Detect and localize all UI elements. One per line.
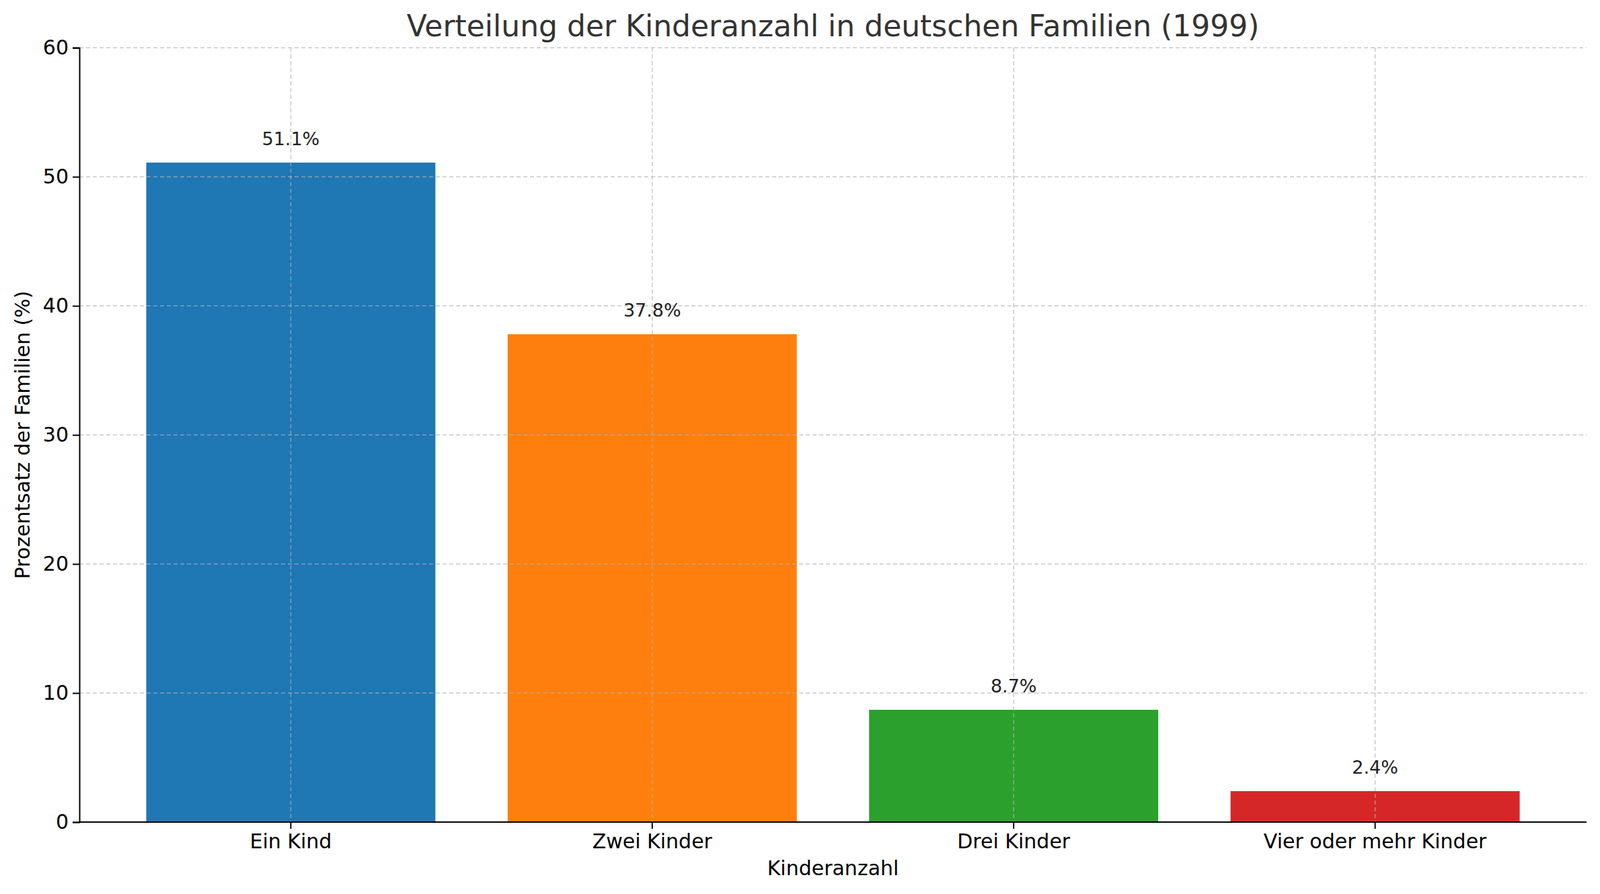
- y-axis-title: Prozentsatz der Familien (%): [10, 290, 35, 580]
- x-tick: Drei Kinder: [957, 822, 1071, 854]
- y-tick-label: 30: [43, 423, 69, 447]
- y-tick: 20: [43, 552, 80, 576]
- data-label: 8.7%: [990, 675, 1038, 697]
- y-tick: 0: [55, 810, 80, 834]
- y-tick: 10: [43, 681, 80, 705]
- y-tick-label: 10: [43, 681, 69, 705]
- x-tick-label: Drei Kinder: [957, 829, 1071, 854]
- x-tick-mark: [1374, 822, 1377, 830]
- x-axis-line: [79, 821, 1587, 824]
- data-label: 2.4%: [1351, 757, 1399, 779]
- title: Verteilung der Kinderanzahl in deutschen…: [406, 8, 1260, 44]
- y-tick: 60: [43, 35, 80, 60]
- grid: [79, 47, 1587, 823]
- grid-line-y: [79, 305, 1587, 307]
- grid-line-y: [79, 821, 1587, 824]
- x-tick: Zwei Kinder: [592, 822, 713, 854]
- grid-line-x: [1012, 47, 1015, 823]
- x-tick: Ein Kind: [249, 822, 332, 854]
- x-tick-label: Ein Kind: [249, 829, 332, 854]
- x-tick-label: Zwei Kinder: [592, 829, 713, 854]
- x-tick-label: Vier oder mehr Kinder: [1263, 829, 1488, 854]
- y-tick-mark: [72, 822, 80, 824]
- x-tick-mark: [1012, 822, 1015, 830]
- grid-line-y: [79, 176, 1587, 178]
- grid-line-y: [79, 434, 1587, 436]
- grid-line-x: [651, 47, 654, 823]
- x-tick-mark: [289, 822, 292, 830]
- y-tick-label: 50: [43, 164, 69, 189]
- y-tick: 30: [43, 423, 80, 447]
- data-label: 51.1%: [261, 128, 320, 150]
- grid-line-x: [1374, 47, 1377, 823]
- y-tick-mark: [72, 306, 80, 308]
- y-tick-label: 20: [43, 552, 69, 576]
- y-tick-mark: [72, 47, 80, 50]
- data-label: 37.8%: [623, 299, 682, 321]
- grid-line-y: [79, 47, 1587, 49]
- y-axis-line: [72, 48, 81, 824]
- chart-container: 0 10 20 30 40 50 60 Ein Kind Zwei Kinder Drei Kin…: [0, 0, 1600, 894]
- grid-line-x: [290, 47, 292, 823]
- y-tick-mark: [72, 176, 80, 179]
- y-tick-label: 0: [55, 810, 69, 834]
- grid-line-y: [79, 692, 1587, 695]
- grid-line-y: [79, 563, 1587, 565]
- chart-svg: 0 10 20 30 40 50 60 Ein Kind Zwei Kinder Drei Kin…: [0, 0, 1600, 894]
- y-tick-mark: [72, 693, 80, 695]
- y-tick-mark: [72, 564, 80, 566]
- x-axis-title: Kinderanzahl: [767, 856, 900, 881]
- y-tick-label: 60: [43, 35, 69, 60]
- y-tick: 40: [43, 293, 80, 318]
- x-tick-mark: [651, 822, 654, 830]
- x-tick: Vier oder mehr Kinder: [1263, 822, 1488, 854]
- bars: [145, 162, 1520, 823]
- y-tick: 50: [43, 164, 80, 189]
- y-axis: 0 10 20 30 40 50 60: [43, 35, 81, 834]
- y-tick-label: 40: [43, 293, 69, 318]
- data-labels: 51.1% 37.8% 8.7% 2.4%: [261, 128, 1398, 779]
- y-tick-mark: [72, 435, 80, 437]
- x-axis: Ein Kind Zwei Kinder Drei Kinder Vier oder …: [79, 822, 1587, 854]
